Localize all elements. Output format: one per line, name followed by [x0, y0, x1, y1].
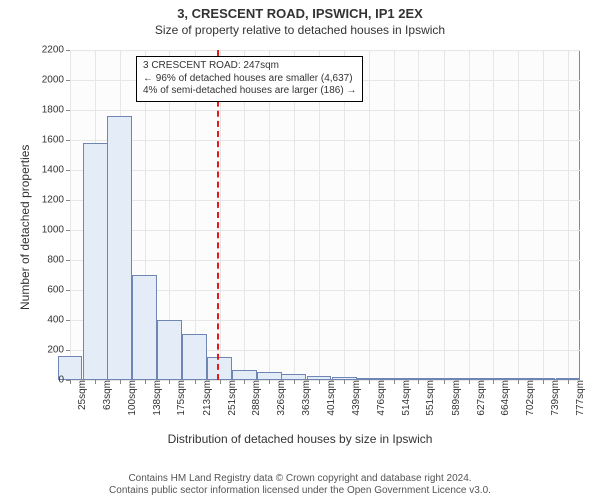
x-tick-label: 664sqm: [496, 380, 511, 416]
x-tick-label: 63sqm: [98, 380, 113, 410]
x-tick-label: 25sqm: [73, 380, 88, 410]
footer: Contains HM Land Registry data © Crown c…: [0, 473, 600, 496]
annotation-line: 4% of semi-detached houses are larger (1…: [143, 85, 356, 98]
histogram-bar: [182, 334, 207, 381]
x-tick-label: 213sqm: [198, 380, 213, 416]
footer-line: Contains public sector information licen…: [0, 485, 600, 497]
annotation-box: 3 CRESCENT ROAD: 247sqm ← 96% of detache…: [136, 56, 363, 102]
chart-subtitle: Size of property relative to detached ho…: [0, 21, 600, 37]
annotation-line: ← 96% of detached houses are smaller (4,…: [143, 73, 356, 86]
chart-title: 3, CRESCENT ROAD, IPSWICH, IP1 2EX: [0, 0, 600, 21]
x-tick-label: 476sqm: [372, 380, 387, 416]
x-tick-label: 777sqm: [571, 380, 586, 416]
x-tick-label: 514sqm: [397, 380, 412, 416]
histogram-bar: [207, 357, 232, 380]
histogram-bar: [107, 116, 132, 380]
histogram-bar: [132, 275, 157, 380]
chart-container: { "chart": { "type": "histogram", "title…: [0, 0, 600, 500]
plot-area: 0200400600800100012001400160018002000220…: [70, 50, 580, 380]
y-axis-label: Number of detached properties: [18, 145, 32, 310]
histogram-bar: [83, 143, 108, 380]
x-tick-label: 363sqm: [297, 380, 312, 416]
x-tick-label: 326sqm: [272, 380, 287, 416]
x-tick-label: 288sqm: [247, 380, 262, 416]
x-tick-label: 739sqm: [546, 380, 561, 416]
x-tick-label: 251sqm: [223, 380, 238, 416]
footer-line: Contains HM Land Registry data © Crown c…: [0, 473, 600, 485]
x-tick-label: 401sqm: [322, 380, 337, 416]
histogram-bar: [232, 370, 257, 381]
histogram-bar: [157, 320, 182, 380]
x-tick-label: 175sqm: [172, 380, 187, 416]
x-tick-label: 439sqm: [347, 380, 362, 416]
x-tick-label: 702sqm: [521, 380, 536, 416]
x-tick-label: 551sqm: [421, 380, 436, 416]
annotation-line: 3 CRESCENT ROAD: 247sqm: [143, 60, 356, 73]
x-tick-label: 627sqm: [472, 380, 487, 416]
x-tick-label: 138sqm: [148, 380, 163, 416]
x-axis-label: Distribution of detached houses by size …: [0, 432, 600, 446]
histogram-bar: [257, 372, 282, 380]
x-tick-label: 589sqm: [447, 380, 462, 416]
x-tick-label: 100sqm: [123, 380, 138, 416]
